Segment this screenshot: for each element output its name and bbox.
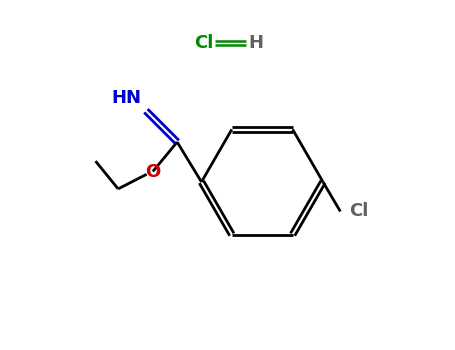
Text: H: H [248,34,263,52]
Text: HN: HN [112,89,142,107]
Text: Cl: Cl [349,202,369,220]
Text: Cl: Cl [194,34,213,52]
Text: O: O [145,162,161,181]
